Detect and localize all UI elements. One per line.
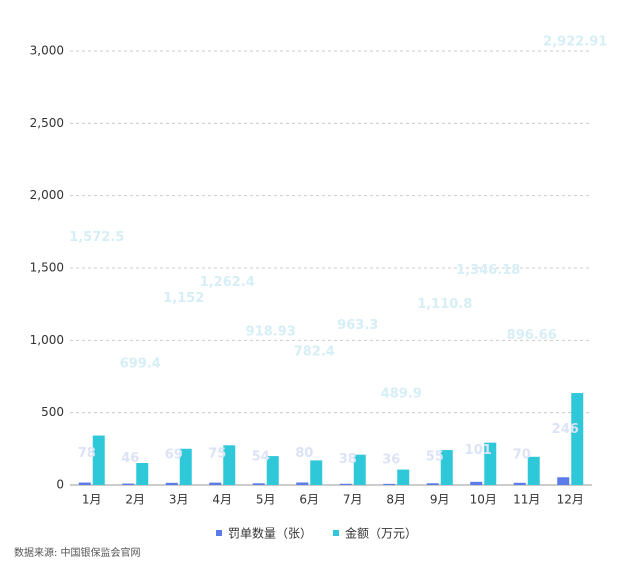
x-tick-label: 8月 <box>386 493 406 507</box>
data-label: 963.3 <box>337 318 378 333</box>
data-label: 75 <box>208 447 226 462</box>
bar <box>513 482 526 485</box>
bar <box>266 456 279 485</box>
data-label: 70 <box>513 447 531 462</box>
y-tick-label: 3,000 <box>30 44 64 58</box>
data-label: 1,346.18 <box>456 263 520 278</box>
data-label: 699.4 <box>120 356 161 371</box>
data-label: 1,110.8 <box>417 297 472 312</box>
bar <box>78 482 91 485</box>
data-label: 782.4 <box>294 344 335 359</box>
bar <box>470 481 483 485</box>
data-label: 101 <box>465 443 492 458</box>
y-tick-label: 0 <box>56 478 64 492</box>
data-label: 896.66 <box>507 328 557 343</box>
bar <box>136 463 149 485</box>
data-label: 489.9 <box>381 387 422 402</box>
bar <box>397 469 410 485</box>
source-note: 数据来源: 中国银保监会官网 <box>14 546 141 559</box>
legend-swatch <box>333 530 339 536</box>
bar <box>92 435 105 485</box>
bar <box>122 483 135 485</box>
bar <box>165 482 178 485</box>
x-tick-label: 1月 <box>82 493 102 507</box>
y-tick-label: 2,000 <box>30 188 64 202</box>
bar <box>557 477 570 485</box>
legend-swatch <box>216 530 222 536</box>
data-label: 46 <box>121 451 139 466</box>
y-tick-label: 500 <box>41 405 64 419</box>
x-tick-label: 12月 <box>557 493 584 507</box>
x-tick-label: 4月 <box>212 493 232 507</box>
bar <box>527 456 540 485</box>
data-label: 246 <box>552 422 579 437</box>
data-label: 36 <box>382 452 400 467</box>
data-label: 1,262.4 <box>200 275 255 290</box>
bar <box>339 483 352 485</box>
data-label: 38 <box>339 452 357 467</box>
y-tick-label: 1,500 <box>30 261 64 275</box>
y-tick-label: 1,000 <box>30 333 64 347</box>
data-label: 1,572.5 <box>69 230 124 245</box>
bar <box>252 483 265 485</box>
x-tick-label: 2月 <box>125 493 145 507</box>
y-tick-label: 2,500 <box>30 116 64 130</box>
bar <box>209 482 222 485</box>
data-label: 78 <box>78 446 96 461</box>
data-label: 2,922.91 <box>543 35 607 50</box>
legend-label: 罚单数量（张） <box>228 526 312 541</box>
data-label: 55 <box>426 450 444 465</box>
bar <box>571 393 584 485</box>
data-label: 80 <box>295 446 313 461</box>
x-tick-label: 10月 <box>470 493 497 507</box>
bar <box>296 482 309 485</box>
x-tick-label: 5月 <box>256 493 276 507</box>
bar <box>383 483 396 485</box>
bar <box>179 448 192 485</box>
bar <box>426 483 439 485</box>
bar <box>353 454 366 485</box>
x-tick-label: 3月 <box>169 493 189 507</box>
data-label: 1,152 <box>163 291 204 306</box>
x-tick-label: 11月 <box>513 493 540 507</box>
x-tick-label: 6月 <box>299 493 319 507</box>
legend-label: 金额（万元） <box>345 526 417 541</box>
x-tick-label: 7月 <box>343 493 363 507</box>
bar <box>223 445 236 485</box>
bar <box>484 442 497 485</box>
data-label: 69 <box>165 448 183 463</box>
bar <box>310 460 323 485</box>
data-label: 54 <box>252 450 270 465</box>
data-label: 918.93 <box>246 325 296 340</box>
bar <box>440 450 453 485</box>
x-tick-label: 9月 <box>430 493 450 507</box>
